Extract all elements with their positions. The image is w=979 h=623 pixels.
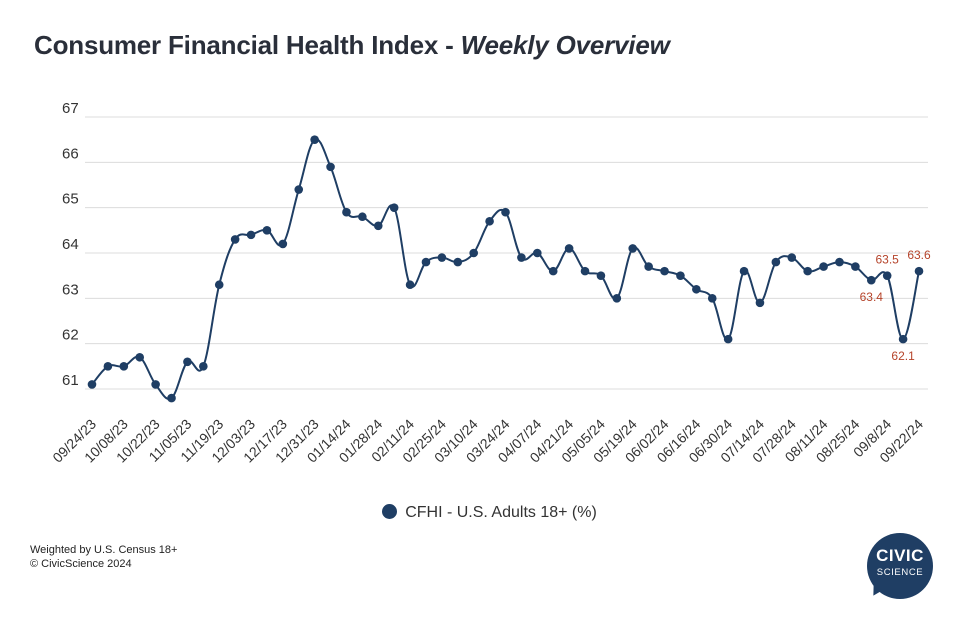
legend-label: CFHI - U.S. Adults 18+ (%) [405,504,597,521]
data-point [421,257,431,267]
data-point [199,362,208,371]
data-point [310,135,319,144]
data-label: 63.4 [860,290,884,304]
y-tick-label: 64 [62,236,79,253]
data-label: 62.1 [891,349,915,363]
title-emphasis: Weekly Overview [460,30,670,60]
data-label: 63.6 [907,248,931,262]
data-point [405,280,415,290]
y-tick-label: 62 [62,327,79,344]
y-tick-label: 66 [62,145,79,162]
data-point [373,221,383,231]
data-point [437,253,447,262]
data-point [787,253,797,262]
x-axis-ticks: 09/24/2310/08/2310/22/2311/05/2311/19/23… [49,416,926,466]
data-point [596,271,606,280]
data-point [389,203,399,212]
data-point [882,271,892,280]
data-point [803,266,812,276]
logo-line2: SCIENCE [876,567,924,578]
data-point [835,257,844,267]
data-point [517,253,526,262]
gridlines [85,116,928,390]
data-point [358,212,367,222]
data-point [214,280,224,290]
data-point [898,334,908,344]
data-point [564,244,574,253]
logo-line1: CIVIC [876,546,924,565]
data-point [183,357,192,367]
data-point [501,207,510,217]
footer-weighting: Weighted by U.S. Census 18+ [30,544,178,556]
title-main: Consumer Financial Health Index - [34,30,461,60]
y-tick-label: 61 [62,372,79,389]
data-point [628,244,638,253]
data-point [548,266,558,276]
legend: CFHI - U.S. Adults 18+ (%) [0,504,979,522]
data-point [676,271,685,280]
footer-copyright: © CivicScience 2024 [30,558,132,570]
data-point [103,362,113,371]
data-point [533,248,542,258]
y-tick-label: 63 [62,281,79,298]
series-cfhi [87,135,924,403]
data-annotations: 63.4 63.5 62.1 63.6 [860,248,931,363]
data-point [707,294,717,303]
data-point [692,284,701,294]
data-point [87,380,97,389]
y-axis-ticks: 61 62 63 64 65 66 67 [62,100,79,389]
data-point [294,185,304,194]
data-point [660,266,669,276]
data-point [612,294,622,303]
data-point [723,334,733,344]
series-line [91,138,920,400]
data-point [262,226,272,235]
civicscience-logo: CIVIC SCIENCE [866,533,937,603]
data-point [485,216,494,226]
data-point [278,239,288,249]
data-point [819,262,828,271]
legend-marker-icon [382,504,398,519]
footer-note: Weighted by U.S. Census 18+ © CivicScien… [30,543,177,571]
data-point [135,352,145,362]
data-point [851,262,860,271]
data-point [866,275,876,285]
chart-title: Consumer Financial Health Index - Weekly… [34,30,670,61]
data-point [644,262,653,271]
data-point [914,266,924,276]
data-point [739,266,749,276]
data-point [167,393,176,403]
data-point [469,248,478,258]
data-point [771,257,781,267]
data-point [453,257,463,267]
data-point [151,380,160,389]
data-point [755,298,765,308]
data-point [119,362,129,371]
data-label: 63.5 [876,253,900,267]
data-point [246,230,256,240]
data-point [326,162,335,172]
data-point [230,235,240,244]
y-tick-label: 65 [62,191,79,208]
data-point [580,266,590,276]
y-tick-label: 67 [62,100,79,117]
data-point [342,207,351,217]
